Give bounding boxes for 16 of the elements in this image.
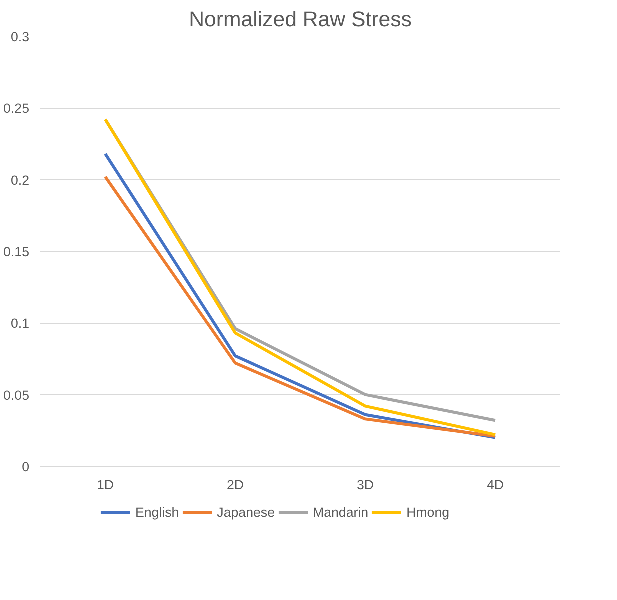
y-tick-label: 0.25 (4, 101, 30, 116)
legend-label: English (135, 504, 180, 520)
legend-label: Mandarin (312, 504, 369, 520)
x-tick-label: 1D (96, 478, 114, 492)
y-tick-label: 0.05 (4, 388, 30, 403)
y-tick-label: 0.15 (4, 244, 30, 260)
x-tick-label: 2D (226, 478, 244, 492)
y-tick-label: 0.2 (10, 172, 30, 188)
legend-label: Hmong (406, 504, 450, 520)
x-tick-label: 4D (486, 478, 504, 492)
y-tick-label: 0 (22, 460, 30, 474)
y-tick-label: 0.1 (10, 316, 30, 332)
chart-title: Normalized Raw Stress (189, 8, 412, 32)
x-tick-label: 3D (356, 478, 374, 492)
y-tick-label: 0.3 (10, 30, 30, 44)
legend-label: Japanese (217, 504, 275, 520)
